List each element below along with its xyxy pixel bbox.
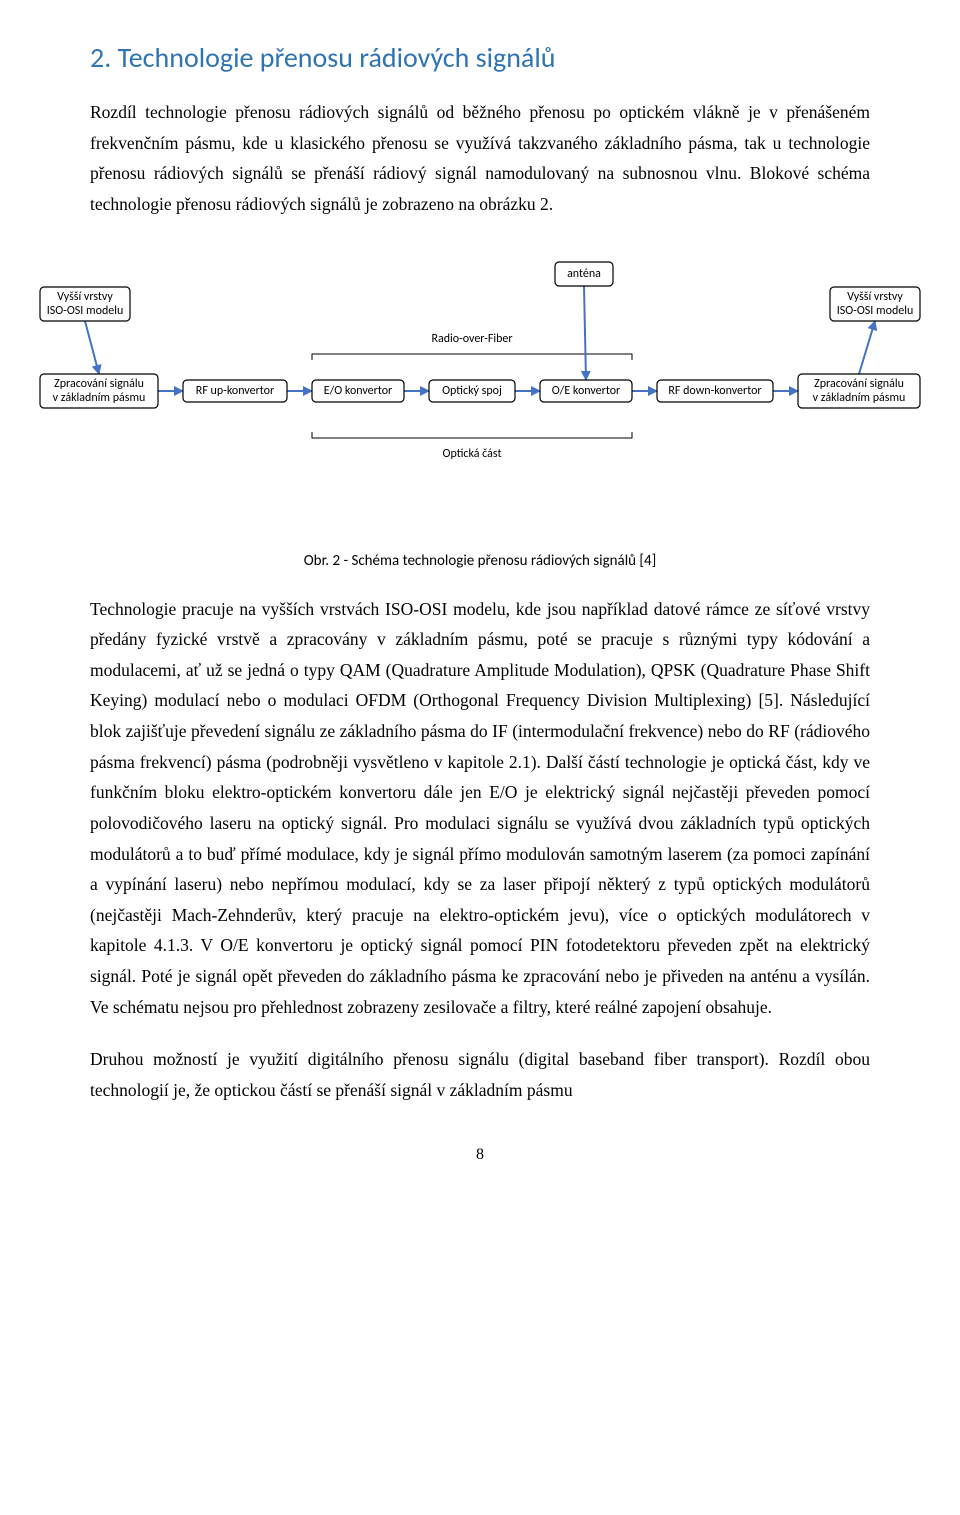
svg-text:Zpracování signálu: Zpracování signálu xyxy=(814,377,904,391)
page-number: 8 xyxy=(90,1146,870,1164)
svg-text:anténa: anténa xyxy=(567,267,601,281)
svg-text:ISO-OSI modelu: ISO-OSI modelu xyxy=(837,304,914,318)
paragraph-intro: Rozdíl technologie přenosu rádiových sig… xyxy=(90,97,870,220)
svg-text:RF down-konvertor: RF down-konvertor xyxy=(668,384,761,398)
paragraph-followup: Druhou možností je využití digitálního p… xyxy=(90,1044,870,1105)
svg-text:Zpracování signálu: Zpracování signálu xyxy=(54,377,144,391)
section-heading: 2. Technologie přenosu rádiových signálů xyxy=(90,40,870,75)
svg-text:v základním pásmu: v základním pásmu xyxy=(53,391,146,405)
figure-block-diagram: Vyšší vrstvyISO-OSI modeluVyšší vrstvyIS… xyxy=(30,242,930,522)
svg-text:v základním pásmu: v základním pásmu xyxy=(813,391,906,405)
paragraph-main: Technologie pracuje na vyšších vrstvách … xyxy=(90,594,870,1023)
svg-text:Vyšší vrstvy: Vyšší vrstvy xyxy=(847,290,903,304)
svg-text:Vyšší vrstvy: Vyšší vrstvy xyxy=(57,290,113,304)
block-diagram-svg: Vyšší vrstvyISO-OSI modeluVyšší vrstvyIS… xyxy=(30,242,930,522)
svg-text:RF up-konvertor: RF up-konvertor xyxy=(196,384,274,398)
svg-text:E/O konvertor: E/O konvertor xyxy=(324,384,393,398)
svg-text:ISO-OSI modelu: ISO-OSI modelu xyxy=(47,304,124,318)
page: 2. Technologie přenosu rádiových signálů… xyxy=(0,0,960,1194)
svg-text:Radio-over-Fiber: Radio-over-Fiber xyxy=(431,332,512,346)
svg-text:Optická část: Optická část xyxy=(443,447,502,461)
figure-caption: Obr. 2 - Schéma technologie přenosu rádi… xyxy=(90,552,870,570)
svg-text:Optický spoj: Optický spoj xyxy=(442,384,502,398)
svg-text:O/E konvertor: O/E konvertor xyxy=(552,384,621,398)
